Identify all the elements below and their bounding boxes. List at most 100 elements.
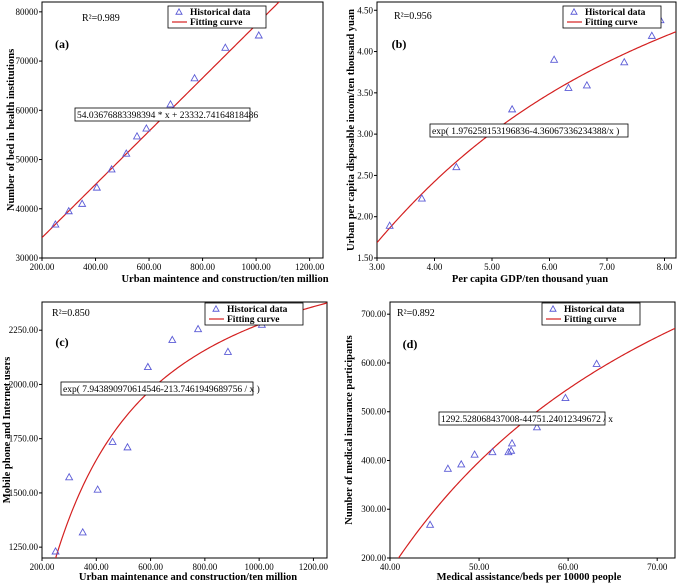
equation-text: 1292.528068437008-44751.24012349672 / x xyxy=(441,415,613,425)
legend-box xyxy=(541,302,641,326)
x-axis-label: Per capita GDP/ten thousand yuan xyxy=(452,274,608,285)
data-point xyxy=(143,362,153,371)
data-point xyxy=(506,446,516,454)
x-axis-label: Urban maintenance and construction/ten m… xyxy=(79,572,297,583)
legend-point-symbol xyxy=(212,304,220,312)
legend-entry: Fitting curve xyxy=(585,18,638,28)
y-tick-label: 700.00 xyxy=(361,309,386,319)
data-point xyxy=(122,149,131,157)
legend-box xyxy=(167,5,267,29)
x-tick-label: 1200.00 xyxy=(295,262,325,272)
panel-label: (a) xyxy=(55,37,69,51)
data-point xyxy=(190,73,199,82)
data-point xyxy=(64,472,74,481)
y-tick-label: 1750.00 xyxy=(9,434,39,444)
data-point xyxy=(64,206,73,215)
plot-frame xyxy=(41,1,324,259)
legend-entry: Fitting curve xyxy=(227,315,280,325)
x-tick-label: 60.00 xyxy=(558,562,579,572)
r-squared-label: R²=0.892 xyxy=(397,308,435,319)
x-tick-label: 1000.00 xyxy=(245,562,275,572)
x-tick-label: 40.00 xyxy=(380,562,401,572)
data-point xyxy=(77,199,87,207)
legend-point-symbol xyxy=(549,304,557,312)
y-tick-label: 3.00 xyxy=(357,129,373,139)
data-point xyxy=(107,164,116,173)
x-axis-label: Medical assistance/beds per 10000 people xyxy=(437,572,622,583)
legend-entry: Historical data xyxy=(564,305,625,315)
panel-4: 40.00 50.00 60.00 70.00 200.00 300.00 400.00 50… xyxy=(344,301,676,583)
r-squared-label: R²=0.989 xyxy=(82,13,120,24)
data-point xyxy=(470,450,479,458)
x-tick-label: 8.00 xyxy=(657,262,673,272)
data-point xyxy=(507,104,517,113)
data-point xyxy=(132,131,142,140)
data-point xyxy=(452,162,461,171)
data-point xyxy=(592,359,601,367)
x-tick-label: 600.00 xyxy=(138,562,163,572)
x-tick-label: 200.00 xyxy=(30,262,55,272)
y-tick-label: 1500.00 xyxy=(9,488,39,498)
y-tick-label: 600.00 xyxy=(361,358,386,368)
data-point xyxy=(142,124,151,132)
data-point xyxy=(51,220,60,228)
data-point xyxy=(620,57,629,66)
x-tick-label: 800.00 xyxy=(192,562,217,572)
data-point xyxy=(549,55,559,63)
y-tick-label: 50000 xyxy=(16,155,39,165)
y-tick-label: 2250.00 xyxy=(9,325,39,335)
equation-annotation: exp( 1.976258153196836-4.36067336234388/… xyxy=(429,123,629,138)
r-squared-label: R²=0.850 xyxy=(52,308,90,319)
equation-box xyxy=(429,123,629,138)
legend-box xyxy=(562,5,662,29)
legend-entry: Historical data xyxy=(585,8,646,18)
data-point xyxy=(507,438,517,447)
y-tick-label: 80000 xyxy=(16,7,39,17)
panel-3: 200.00 400.00 600.00 800.00 1000.00 1200.00 12… xyxy=(2,301,329,583)
data-point xyxy=(385,221,394,229)
x-tick-label: 50.00 xyxy=(469,562,490,572)
data-point xyxy=(168,335,177,343)
y-tick-label: 200.00 xyxy=(361,553,386,563)
fitting-curve xyxy=(55,302,327,558)
y-tick-label: 4.00 xyxy=(357,47,373,57)
x-tick-label: 5.00 xyxy=(484,262,500,272)
y-tick-label: 4.50 xyxy=(357,5,373,15)
legend-box xyxy=(204,302,304,326)
x-tick-label: 70.00 xyxy=(647,562,668,572)
x-tick-label: 1200.00 xyxy=(299,562,329,572)
x-tick-label: 200.00 xyxy=(30,562,55,572)
y-tick-label: 500.00 xyxy=(361,407,386,417)
x-tick-label: 800.00 xyxy=(190,262,215,272)
fitting-curve xyxy=(377,31,676,243)
plot-frame xyxy=(389,301,676,559)
data-point xyxy=(582,80,592,89)
equation-text: exp( 1.976258153196836-4.36067336234388/… xyxy=(432,126,619,137)
y-tick-label: 2.50 xyxy=(357,170,373,180)
y-tick-label: 2.00 xyxy=(357,212,373,222)
y-axis-label: Number of bed in health institutions xyxy=(6,49,17,211)
panel-1: 200.00 400.00 600.00 800.00 1000.00 1200.00 30… xyxy=(6,1,329,285)
data-point xyxy=(108,437,117,445)
x-tick-label: 3.00 xyxy=(369,262,385,272)
y-tick-label: 3.50 xyxy=(357,88,373,98)
y-tick-label: 1250.00 xyxy=(9,542,39,552)
equation-text: exp( 7.943890970614546-213.7461949689756… xyxy=(63,384,260,395)
panel-label: (c) xyxy=(55,335,68,349)
y-tick-label: 60000 xyxy=(16,105,39,115)
x-tick-label: 1000.00 xyxy=(241,262,271,272)
panel-label: (b) xyxy=(392,37,407,51)
x-tick-label: 6.00 xyxy=(542,262,558,272)
y-tick-label: 300.00 xyxy=(361,504,386,514)
y-tick-label: 1.50 xyxy=(357,253,373,263)
equation-text: 54.03676883398394 * x + 23332.7416481848… xyxy=(77,111,258,121)
legend-entry: Historical data xyxy=(190,8,251,18)
equation-annotation: exp( 7.943890970614546-213.7461949689756… xyxy=(60,381,260,396)
data-point xyxy=(78,527,87,536)
y-axis-label: Number of medical insurance participants xyxy=(344,335,355,524)
r-squared-label: R²=0.956 xyxy=(394,11,432,22)
